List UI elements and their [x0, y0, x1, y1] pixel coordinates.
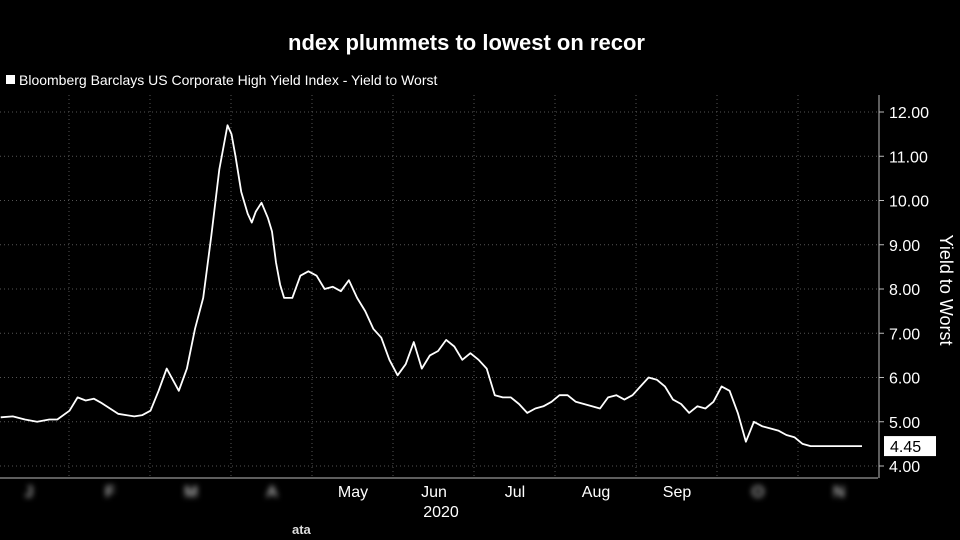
x-tick-label: A — [267, 484, 278, 501]
x-tick-label: Aug — [582, 484, 610, 501]
gridlines — [0, 95, 878, 479]
x-tick-label: F — [105, 484, 115, 501]
series-line — [0, 124, 862, 447]
y-tick-label: 8.00 — [889, 282, 920, 299]
x-tick-label: O — [752, 484, 764, 501]
x-tick-label: M — [184, 484, 197, 501]
y-tick-label: 11.00 — [889, 149, 928, 166]
y-tick-label: 12.00 — [889, 105, 929, 122]
source-note: ata — [292, 522, 311, 537]
x-tick-label: J — [25, 484, 33, 501]
y-axis-title: Yield to Worst — [936, 234, 956, 345]
x-tick-label: N — [833, 484, 845, 501]
y-tick-label: 7.00 — [889, 326, 920, 343]
legend-label: Bloomberg Barclays US Corporate High Yie… — [19, 72, 438, 88]
y-tick-label: 9.00 — [889, 238, 920, 255]
legend-swatch — [6, 75, 15, 84]
x-tick-label: Sep — [663, 484, 692, 501]
legend: Bloomberg Barclays US Corporate High Yie… — [6, 72, 437, 88]
y-tick-label: 5.00 — [889, 415, 920, 432]
x-tick-label: May — [338, 484, 368, 501]
x-axis-year-label: 2020 — [423, 504, 459, 521]
y-tick-label: 10.00 — [889, 194, 929, 211]
last-value-label: 4.45 — [884, 436, 936, 457]
last-value-text: 4.45 — [890, 439, 921, 456]
x-tick-label: Jun — [421, 484, 447, 501]
y-tick-label: 4.00 — [889, 459, 920, 476]
x-tick-label: Jul — [505, 484, 525, 501]
y-tick-label: 6.00 — [889, 371, 920, 388]
chart-title: ndex plummets to lowest on recor — [288, 30, 645, 55]
last-value-box — [884, 436, 936, 457]
y-axis: 4.00 5.00 6.00 7.00 8.00 9.00 10.00 11.00 12.00 — [878, 95, 929, 478]
x-axis-labels: J F M A May Jun Jul Aug Sep O N — [25, 484, 845, 501]
